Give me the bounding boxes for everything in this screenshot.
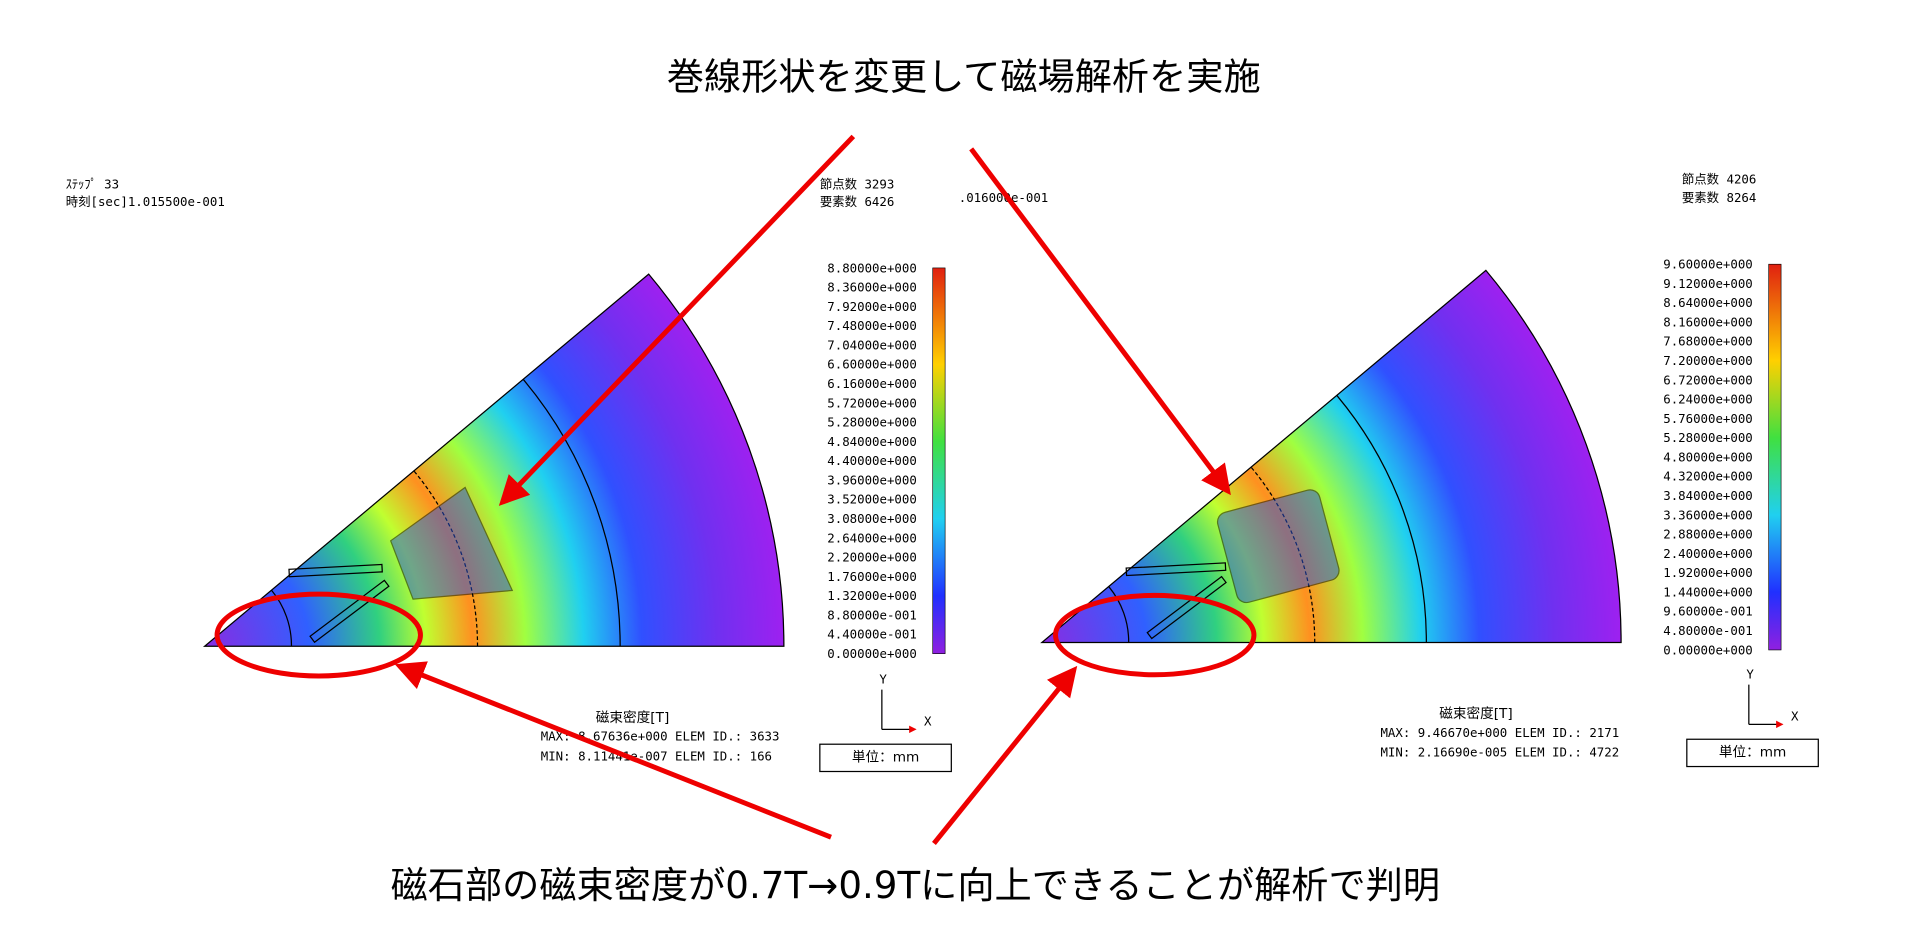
time-label: 時刻[sec]1.015500e-001 — [66, 194, 225, 209]
right-panel: .016000e-001 節点数 4206 要素数 8264 9.60000e+… — [959, 172, 1819, 768]
scale-label: 6.16000e+000 — [827, 376, 917, 391]
scale-label: 8.16000e+000 — [1663, 314, 1753, 329]
max-label: MAX: 8.67636e+000 ELEM ID.: 3633 — [541, 728, 780, 743]
scale-label: 3.84000e+000 — [1663, 488, 1753, 503]
scale-label: 2.64000e+000 — [827, 530, 917, 545]
scale-label: 3.08000e+000 — [827, 511, 917, 526]
scale-label: 4.32000e+000 — [1663, 469, 1753, 484]
scale-label: 0.00000e+000 — [827, 646, 917, 661]
scale-label: 3.96000e+000 — [827, 472, 917, 487]
scale-label: 6.60000e+000 — [827, 357, 917, 372]
min-label: MIN: 2.16690e-005 ELEM ID.: 4722 — [1380, 745, 1619, 760]
scale-label: 5.28000e+000 — [1663, 430, 1753, 445]
scale-label: 2.20000e+000 — [827, 550, 917, 565]
scale-label: 4.80000e-001 — [1663, 623, 1753, 638]
color-bar — [1768, 263, 1782, 651]
scale-label: 5.76000e+000 — [1663, 411, 1753, 426]
scale-label: 7.04000e+000 — [827, 337, 917, 352]
scale-label: 5.28000e+000 — [827, 415, 917, 430]
scale-label: 3.36000e+000 — [1663, 507, 1753, 522]
element-count: 要素数 6426 — [820, 194, 894, 209]
scale-label: 6.72000e+000 — [1663, 372, 1753, 387]
scale-label: 3.52000e+000 — [827, 492, 917, 507]
scale-label: 1.32000e+000 — [827, 588, 917, 603]
element-count: 要素数 8264 — [1682, 190, 1756, 205]
unit-box — [819, 743, 952, 773]
scale-label: 8.64000e+000 — [1663, 295, 1753, 310]
unit-label: 単位：mm — [852, 750, 919, 766]
scale-label: 8.80000e+000 — [827, 260, 917, 275]
node-count: 節点数 4206 — [1682, 172, 1756, 187]
scale-label: 1.92000e+000 — [1663, 565, 1753, 580]
axis-y: Y — [879, 671, 887, 686]
scale-label: 2.40000e+000 — [1663, 546, 1753, 561]
step-label: ｽﾃｯﾌﾟ 33 — [66, 177, 119, 192]
scale-label: 9.12000e+000 — [1663, 276, 1753, 291]
axis-x: X — [1791, 709, 1799, 724]
scale-label: 9.60000e-001 — [1663, 604, 1753, 619]
scale-label: 4.40000e-001 — [827, 627, 917, 642]
scale-labels: 9.60000e+000 9.12000e+000 8.64000e+000 8.16… — [1663, 257, 1753, 658]
scale-label: 4.40000e+000 — [827, 453, 917, 468]
slide-caption: 磁石部の磁束密度が0.7T→0.9Tに向上できることが解析で判明 — [391, 863, 1440, 907]
fan-plot — [202, 273, 785, 647]
scale-label: 7.68000e+000 — [1663, 334, 1753, 349]
scale-label: 7.20000e+000 — [1663, 353, 1753, 368]
color-bar — [932, 267, 946, 654]
scale-label: 7.92000e+000 — [827, 299, 917, 314]
slide-title: 巻線形状を変更して磁場解析を実施 — [667, 54, 1261, 98]
scale-label: 1.76000e+000 — [827, 569, 917, 584]
scale-label: 2.88000e+000 — [1663, 527, 1753, 542]
annotations — [214, 134, 1257, 845]
scale-label: 4.80000e+000 — [1663, 449, 1753, 464]
scale-label: 9.60000e+000 — [1663, 257, 1753, 272]
scale-label: 7.48000e+000 — [827, 318, 917, 333]
max-label: MAX: 9.46670e+000 ELEM ID.: 2171 — [1380, 725, 1619, 740]
scale-label: 1.44000e+000 — [1663, 584, 1753, 599]
legend-title: 磁束密度[T] — [596, 709, 669, 726]
scale-label: 5.72000e+000 — [827, 395, 917, 410]
unit-label: 単位：mm — [1719, 745, 1786, 761]
fan-plot — [1040, 269, 1622, 644]
node-count: 節点数 3293 — [820, 177, 894, 192]
unit-box — [1686, 738, 1819, 768]
time-label-partial: .016000e-001 — [959, 190, 1049, 205]
scale-label: 0.00000e+000 — [1663, 642, 1753, 657]
legend-title: 磁束密度[T] — [1439, 705, 1512, 722]
axis-y: Y — [1746, 666, 1754, 681]
scale-label: 8.36000e+000 — [827, 280, 917, 295]
scale-label: 4.84000e+000 — [827, 434, 917, 449]
scale-labels: 8.80000e+000 8.36000e+000 7.92000e+000 7.48… — [827, 260, 917, 661]
scale-label: 6.24000e+000 — [1663, 392, 1753, 407]
min-label: MIN: 8.11441e-007 ELEM ID.: 166 — [541, 748, 772, 763]
left-panel: ｽﾃｯﾌﾟ 33 時刻[sec]1.015500e-001 節点数 3293 要… — [66, 177, 952, 773]
axis-x: X — [924, 714, 932, 729]
scale-label: 8.80000e-001 — [827, 607, 917, 622]
